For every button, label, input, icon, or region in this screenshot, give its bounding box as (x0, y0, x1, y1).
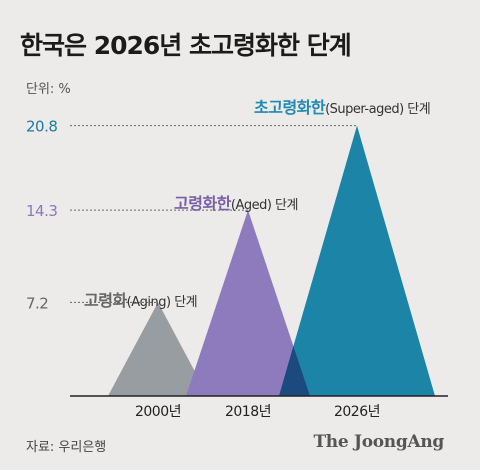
value-label: 20.8 (26, 118, 57, 136)
unit-label: 단위: % (26, 82, 71, 97)
publisher-logo: The JoongAng (313, 432, 444, 452)
x-tick-label: 2026년 (334, 404, 380, 420)
stage-triangle (279, 125, 435, 396)
chart-title: 한국은 2026년 초고령화한 단계 (20, 31, 352, 60)
value-label: 14.3 (26, 202, 57, 220)
x-tick-label: 2018년 (225, 404, 271, 420)
value-label: 7.2 (26, 294, 48, 312)
x-tick-label: 2000년 (135, 404, 181, 420)
overlap-region (279, 346, 310, 396)
stage-label: 고령화(Aging) 단계 (84, 291, 197, 310)
source-note: 자료: 우리은행 (26, 440, 107, 455)
stage-label: 초고령화한(Super-aged) 단계 (254, 98, 430, 117)
stage-triangle (186, 210, 310, 396)
stage-triangle (108, 302, 208, 396)
stage-label: 고령화한(Aged) 단계 (174, 194, 298, 213)
